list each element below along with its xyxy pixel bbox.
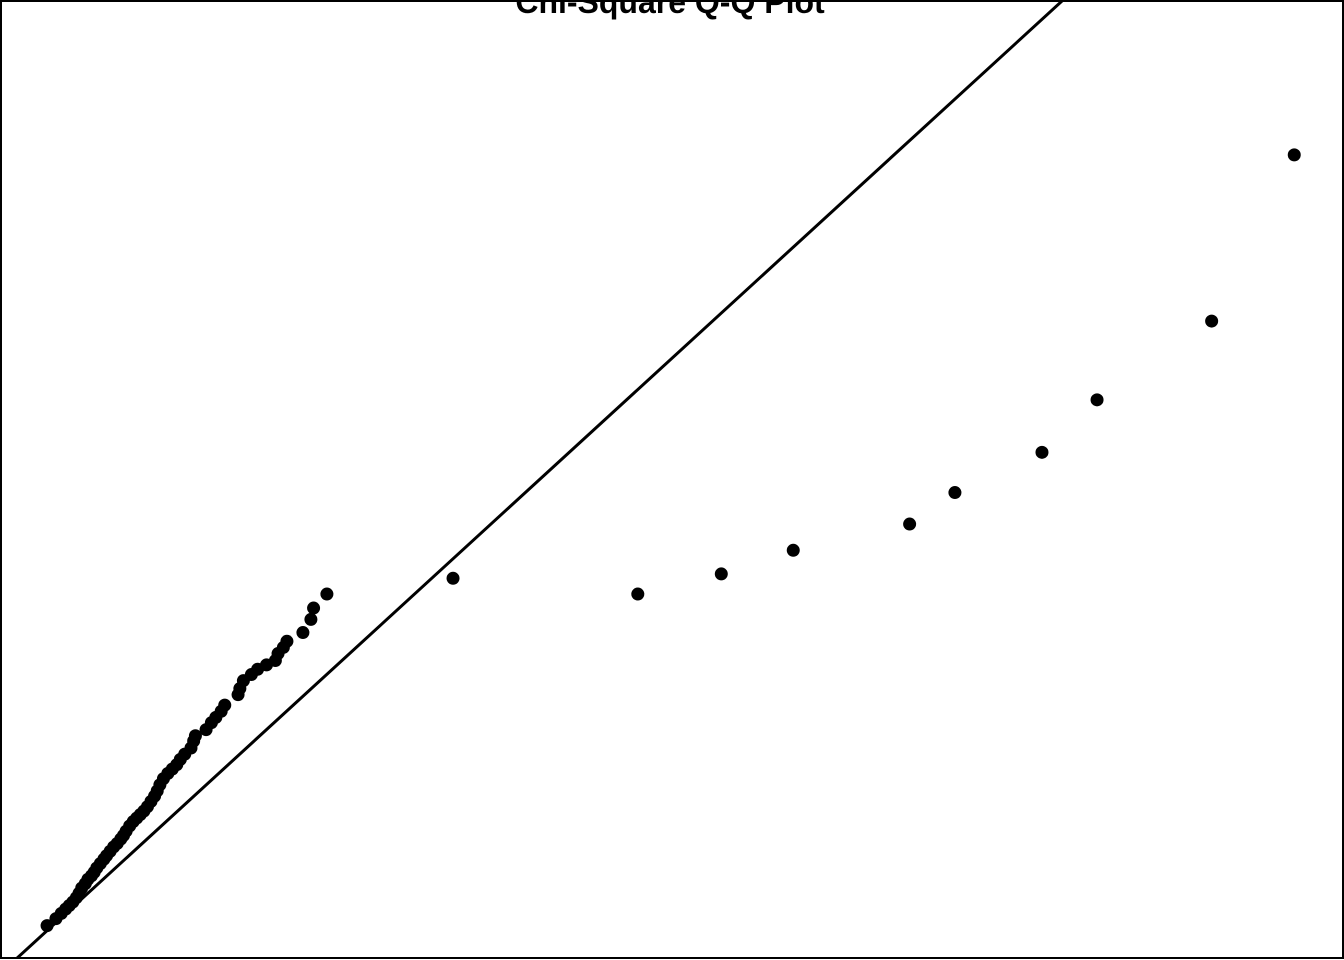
data-point [320, 587, 334, 601]
data-point [631, 587, 645, 601]
data-point [280, 634, 294, 648]
data-point [714, 567, 728, 581]
data-point [948, 486, 962, 500]
data-point [1035, 445, 1049, 459]
data-point [786, 543, 800, 557]
data-point [1287, 148, 1301, 162]
chart-title: Chi-Square Q-Q Plot [515, 0, 825, 20]
data-point [307, 601, 321, 615]
data-point [304, 612, 318, 626]
data-point [1090, 393, 1104, 407]
data-point [296, 626, 310, 640]
data-point [40, 919, 54, 933]
data-point [1205, 314, 1219, 328]
data-point [218, 698, 232, 712]
data-points [40, 148, 1301, 933]
data-point [903, 517, 917, 531]
data-point [188, 729, 202, 743]
data-point [446, 571, 460, 585]
